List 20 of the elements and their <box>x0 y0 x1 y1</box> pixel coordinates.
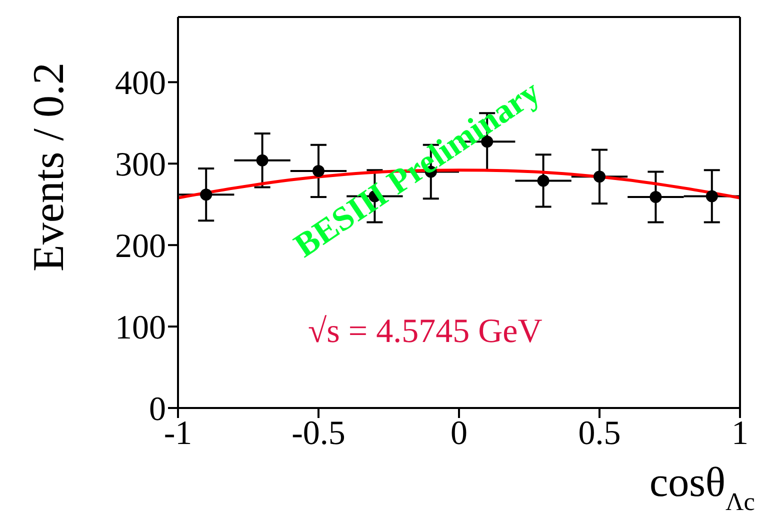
x-tick-label: 1 <box>732 415 748 452</box>
y-tick-label: 200 <box>115 228 166 266</box>
y-tick-label: 400 <box>115 65 166 102</box>
x-tick-label: 0 <box>450 415 468 452</box>
x-tick-label: 0.5 <box>578 415 621 452</box>
point <box>537 174 550 187</box>
y-tick-label: 300 <box>115 146 166 184</box>
annotation: √s = 4.5745 GeV <box>308 313 542 351</box>
x-tick-label: -0.5 <box>292 415 346 452</box>
x-tick-label: -1 <box>164 415 192 452</box>
point <box>594 170 606 183</box>
point <box>706 190 718 202</box>
y-tick-label: 100 <box>115 310 166 347</box>
point <box>256 154 268 166</box>
point <box>312 164 324 177</box>
point <box>200 188 212 201</box>
y-axis-title: Events / 0.2 <box>24 62 74 272</box>
x-axis-title: cosθ$_{Λc}$ <box>649 460 755 516</box>
point <box>650 191 662 204</box>
y-tick-label: 0 <box>149 391 166 428</box>
